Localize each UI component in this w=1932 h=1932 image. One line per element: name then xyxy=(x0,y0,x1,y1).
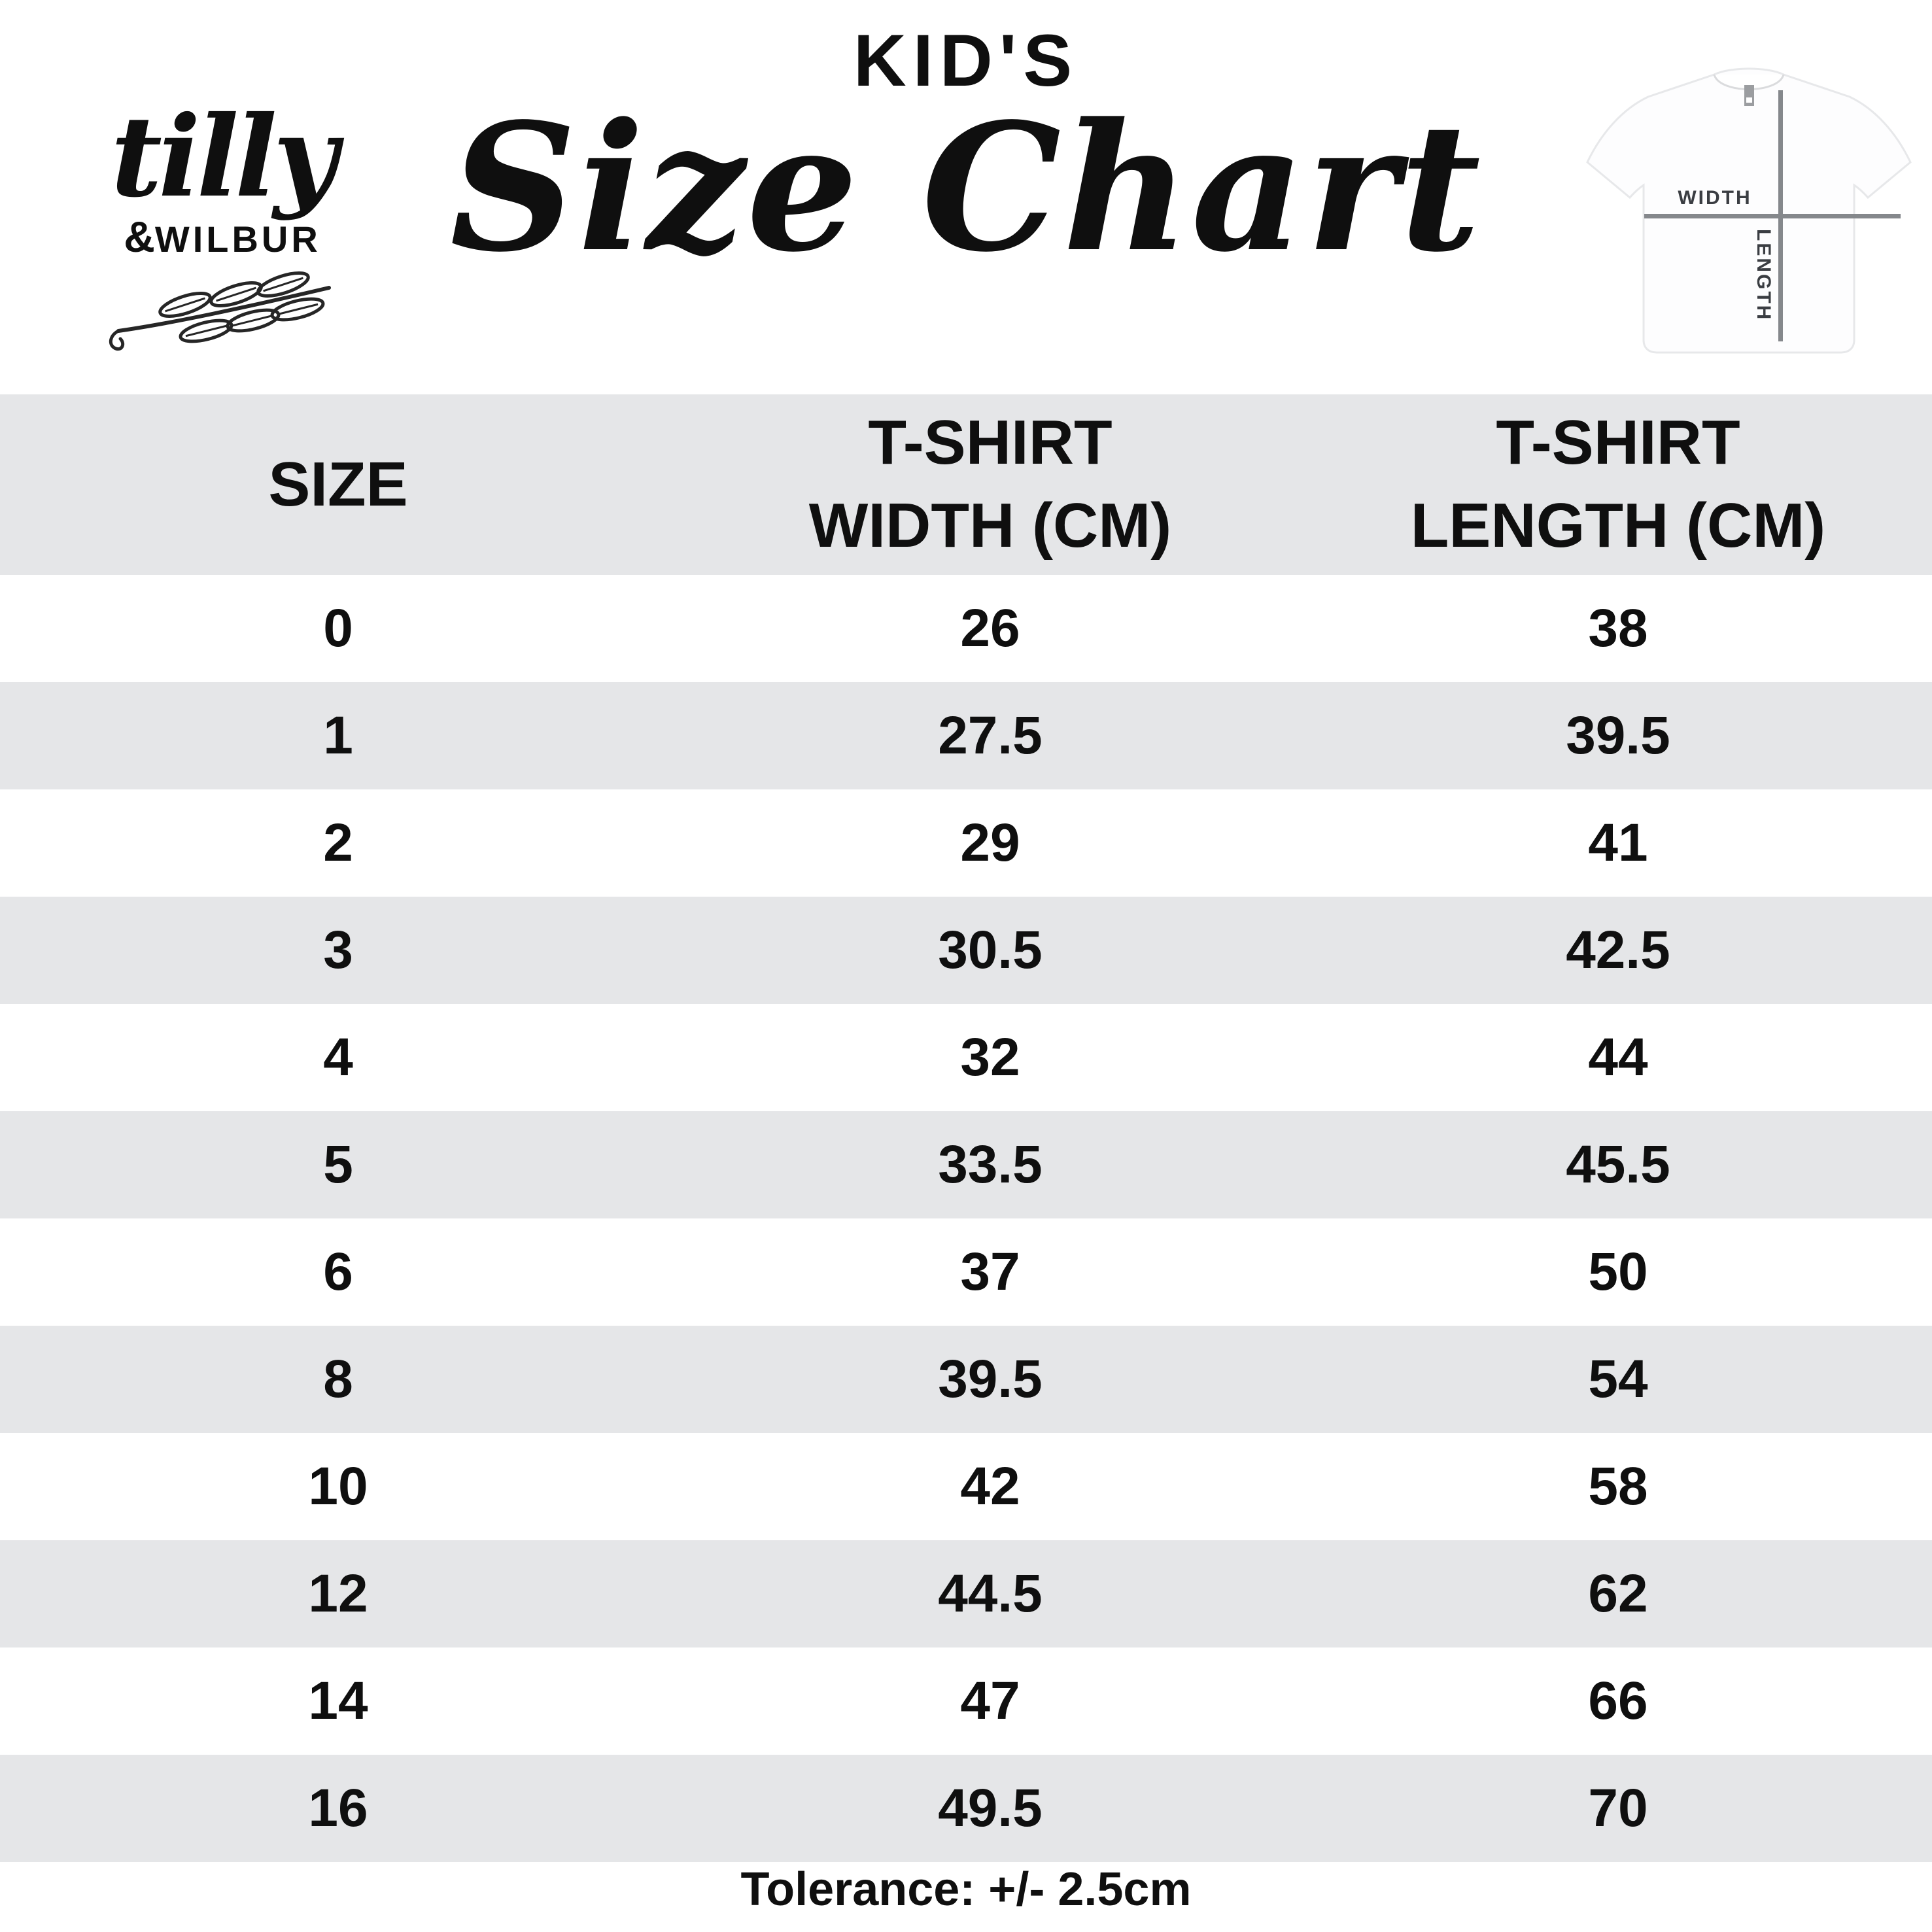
length-cell: 45.5 xyxy=(1566,1135,1670,1194)
brand-name-script: tilly xyxy=(111,92,337,222)
size-cell: 3 xyxy=(323,920,353,980)
size-cell: 12 xyxy=(308,1564,368,1623)
length-cell: 38 xyxy=(1588,598,1648,658)
size-cell: 16 xyxy=(308,1778,368,1838)
width-cell: 39.5 xyxy=(938,1349,1043,1409)
table-row: 14 47 66 xyxy=(0,1647,1932,1755)
table-header-row: SIZE T-SHIRT WIDTH (CM) T-SHIRT LENGTH (… xyxy=(0,394,1932,575)
size-cell: 0 xyxy=(323,598,353,658)
width-cell: 47 xyxy=(960,1671,1020,1731)
page-title: Size Chart xyxy=(449,85,1483,291)
length-cell: 66 xyxy=(1588,1671,1648,1731)
size-cell: 5 xyxy=(323,1135,353,1194)
table-row: 3 30.5 42.5 xyxy=(0,897,1932,1004)
size-cell: 6 xyxy=(323,1242,353,1302)
table-row: 6 37 50 xyxy=(0,1218,1932,1326)
header-length-line1: T-SHIRT xyxy=(1496,407,1740,478)
header-size-line1: SIZE xyxy=(268,449,408,519)
table-row: 8 39.5 54 xyxy=(0,1326,1932,1433)
width-cell: 29 xyxy=(960,813,1020,872)
size-cell: 10 xyxy=(308,1457,368,1516)
length-axis-label: LENGTH xyxy=(1753,229,1774,321)
width-cell: 44.5 xyxy=(938,1564,1043,1623)
header-width-line2: WIDTH (CM) xyxy=(808,491,1172,561)
table-row: 4 32 44 xyxy=(0,1004,1932,1111)
width-axis-label: WIDTH xyxy=(1678,187,1751,209)
title-kicker: KID'S xyxy=(853,20,1079,101)
ampersand: & xyxy=(124,212,155,261)
header-width: T-SHIRT WIDTH (CM) xyxy=(676,402,1304,567)
length-cell: 39.5 xyxy=(1566,706,1670,765)
title-block: KID'S Size Chart xyxy=(0,18,1932,280)
size-cell: 1 xyxy=(323,706,353,765)
length-cell: 58 xyxy=(1588,1457,1648,1516)
brand-name-word: WILBUR xyxy=(154,218,321,260)
size-cell: 4 xyxy=(323,1027,353,1087)
size-table: SIZE T-SHIRT WIDTH (CM) T-SHIRT LENGTH (… xyxy=(0,394,1932,1862)
length-cell: 42.5 xyxy=(1566,920,1670,980)
length-cell: 54 xyxy=(1588,1349,1648,1409)
header-size: SIZE xyxy=(0,443,676,526)
table-row: 10 42 58 xyxy=(0,1433,1932,1540)
width-cell: 37 xyxy=(960,1242,1020,1302)
tshirt-measure-icon: WIDTH LENGTH xyxy=(1572,33,1925,366)
header-width-line1: T-SHIRT xyxy=(868,407,1113,478)
width-cell: 32 xyxy=(960,1027,1020,1087)
header-length-line2: LENGTH (CM) xyxy=(1410,491,1826,561)
table-row: 12 44.5 62 xyxy=(0,1540,1932,1647)
length-cell: 41 xyxy=(1588,813,1648,872)
width-cell: 49.5 xyxy=(938,1778,1043,1838)
table-row: 5 33.5 45.5 xyxy=(0,1111,1932,1218)
length-cell: 70 xyxy=(1588,1778,1648,1838)
size-cell: 8 xyxy=(323,1349,353,1409)
header-length: T-SHIRT LENGTH (CM) xyxy=(1304,402,1932,567)
width-cell: 42 xyxy=(960,1457,1020,1516)
length-cell: 62 xyxy=(1588,1564,1648,1623)
table-row: 2 29 41 xyxy=(0,789,1932,897)
size-cell: 14 xyxy=(308,1671,368,1731)
brand-logo: tilly &WILBUR xyxy=(92,92,353,359)
table-row: 0 26 38 xyxy=(0,575,1932,682)
length-cell: 50 xyxy=(1588,1242,1648,1302)
table-row: 16 49.5 70 xyxy=(0,1755,1932,1862)
size-cell: 2 xyxy=(323,813,353,872)
table-row: 1 27.5 39.5 xyxy=(0,682,1932,789)
width-cell: 26 xyxy=(960,598,1020,658)
tolerance-note: Tolerance: +/- 2.5cm xyxy=(740,1863,1192,1916)
brand-name-sub: &WILBUR xyxy=(92,212,353,262)
length-cell: 44 xyxy=(1588,1027,1648,1087)
width-cell: 27.5 xyxy=(938,706,1043,765)
width-cell: 33.5 xyxy=(938,1135,1043,1194)
width-cell: 30.5 xyxy=(938,920,1043,980)
laurel-branch-icon xyxy=(92,271,353,359)
